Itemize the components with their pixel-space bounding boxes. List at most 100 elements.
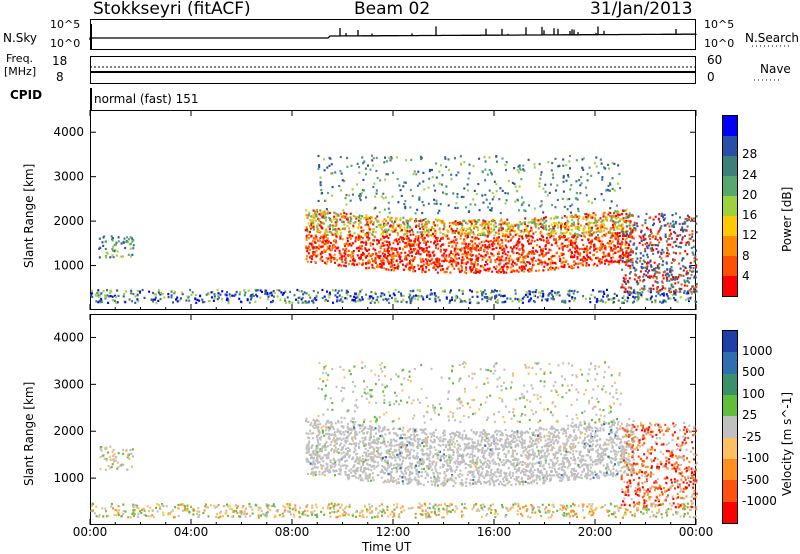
echo-cell: [136, 289, 139, 292]
echo-cell: [469, 227, 472, 230]
echo-cell: [346, 293, 349, 296]
echo-cell: [611, 162, 614, 165]
echo-cell: [257, 506, 260, 509]
echo-cell: [579, 258, 582, 261]
echo-cell: [477, 301, 480, 304]
echo-cell: [593, 162, 596, 165]
echo-cell: [469, 267, 471, 271]
echo-cell: [616, 225, 619, 228]
echo-cell: [231, 515, 234, 518]
echo-cell: [568, 240, 571, 243]
echo-cell: [496, 290, 498, 293]
echo-cell: [684, 222, 687, 225]
echo-cell: [177, 515, 180, 518]
echo-cell: [575, 197, 578, 200]
echo-cell: [377, 241, 380, 244]
echo-cell: [112, 245, 115, 248]
echo-cell: [571, 222, 574, 225]
echo-cell: [577, 504, 580, 507]
echo-cell: [96, 291, 99, 294]
echo-cell: [571, 244, 574, 247]
echo-cell: [626, 280, 629, 283]
echo-cell: [532, 506, 535, 509]
echo-cell: [544, 247, 547, 251]
echo-cell: [443, 248, 446, 251]
echo-cell: [215, 515, 218, 518]
echo-cell: [684, 243, 687, 247]
echo-cell: [541, 299, 543, 302]
echo-cell: [646, 242, 648, 245]
echo-cell: [114, 243, 117, 246]
echo-cell: [367, 217, 370, 220]
echo-cell: [585, 222, 588, 226]
echo-cell: [594, 216, 597, 219]
echo-cell: [458, 269, 461, 272]
echo-cell: [642, 275, 645, 278]
echo-cell: [624, 508, 627, 511]
echo-cell: [327, 240, 330, 243]
echo-cell: [467, 251, 470, 254]
echo-cell: [684, 234, 686, 238]
echo-cell: [518, 238, 520, 241]
echo-cell: [404, 200, 407, 203]
echo-cell: [410, 243, 413, 246]
echo-cell: [387, 201, 390, 204]
echo-cell: [506, 254, 509, 257]
echo-cell: [597, 171, 600, 174]
echo-cell: [388, 211, 391, 214]
echo-cell: [531, 260, 534, 263]
echo-cell: [522, 250, 525, 253]
echo-cell: [529, 250, 532, 254]
echo-cell: [666, 249, 669, 252]
echo-cell: [415, 224, 418, 227]
echo-cell: [627, 264, 630, 267]
echo-cell: [444, 250, 447, 253]
echo-cell: [374, 508, 377, 511]
echo-cell: [610, 236, 613, 239]
echo-cell: [493, 225, 496, 228]
echo-cell: [621, 231, 624, 234]
echo-cell: [562, 158, 565, 161]
y-tick-label: 3000: [53, 377, 84, 391]
echo-cell: [324, 219, 327, 222]
echo-cell: [417, 235, 420, 238]
echo-cell: [579, 192, 582, 195]
echo-cell: [333, 211, 336, 214]
echo-cell: [186, 504, 189, 507]
echo-cell: [322, 210, 325, 213]
echo-cell: [684, 298, 687, 301]
echo-cell: [360, 248, 363, 251]
echo-cell: [576, 515, 578, 518]
echo-cell: [448, 222, 451, 225]
echo-cell: [483, 226, 486, 230]
echo-cell: [435, 246, 437, 249]
echo-cell: [631, 514, 634, 517]
echo-cell: [693, 217, 695, 220]
echo-cell: [510, 229, 513, 232]
echo-cell: [555, 222, 558, 225]
echo-cell: [495, 239, 498, 242]
echo-cell: [552, 511, 555, 514]
echo-cell: [533, 163, 536, 166]
echo-cell: [109, 294, 112, 298]
echo-cell: [293, 515, 296, 518]
echo-cell: [388, 241, 391, 244]
echo-cell: [345, 213, 348, 216]
echo-cell: [635, 280, 638, 284]
echo-cell: [294, 509, 297, 512]
noise-sky-label: N.Sky: [3, 31, 38, 45]
echo-cell: [368, 237, 371, 240]
echo-cell: [555, 241, 558, 244]
echo-cell: [655, 295, 658, 298]
echo-cell: [470, 247, 473, 250]
echo-cell: [573, 254, 576, 257]
echo-cell: [311, 244, 314, 247]
echo-cell: [339, 218, 342, 221]
echo-cell: [399, 261, 402, 264]
echo-cell: [537, 219, 540, 222]
echo-cell: [592, 289, 595, 292]
echo-cell: [621, 296, 624, 299]
echo-cell: [468, 172, 471, 175]
echo-cell: [323, 299, 326, 302]
echo-cell: [574, 262, 577, 265]
